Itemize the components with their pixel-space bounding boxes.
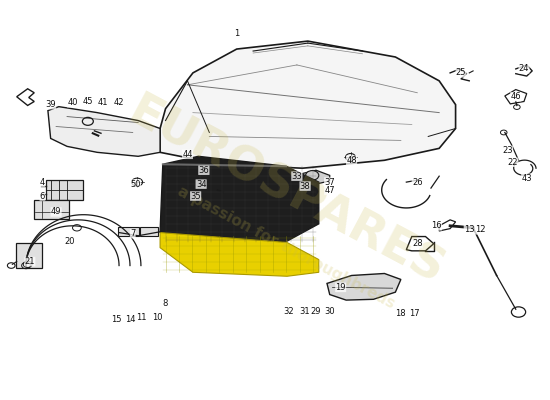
Text: 50: 50 (130, 180, 141, 189)
Text: 28: 28 (412, 239, 422, 248)
Polygon shape (300, 170, 329, 184)
FancyBboxPatch shape (15, 243, 42, 268)
Text: 32: 32 (283, 307, 294, 316)
Text: 12: 12 (475, 225, 486, 234)
FancyBboxPatch shape (140, 227, 158, 236)
Polygon shape (160, 41, 455, 168)
Text: 49: 49 (51, 208, 62, 216)
Text: 15: 15 (111, 315, 122, 324)
Text: 10: 10 (152, 313, 163, 322)
Text: 16: 16 (431, 221, 442, 230)
Text: 18: 18 (395, 309, 406, 318)
Text: 47: 47 (324, 186, 335, 194)
Text: 45: 45 (82, 97, 93, 106)
Text: 48: 48 (346, 156, 357, 165)
Text: 38: 38 (300, 182, 310, 190)
FancyBboxPatch shape (46, 180, 84, 200)
Text: 25: 25 (456, 68, 466, 77)
Text: 36: 36 (199, 166, 209, 175)
Text: a passion for thoroughbreds: a passion for thoroughbreds (175, 184, 397, 312)
Text: 24: 24 (519, 64, 529, 74)
Text: 35: 35 (190, 192, 201, 200)
Text: 17: 17 (409, 309, 420, 318)
Circle shape (208, 181, 221, 191)
Text: EUROSPARES: EUROSPARES (120, 90, 452, 294)
Polygon shape (160, 156, 319, 244)
Circle shape (306, 171, 319, 180)
Text: 13: 13 (464, 225, 475, 234)
Text: 11: 11 (136, 313, 146, 322)
Text: 6: 6 (40, 192, 45, 200)
Text: 20: 20 (64, 237, 75, 246)
Text: 44: 44 (182, 150, 192, 159)
Text: 8: 8 (163, 299, 168, 308)
Text: 41: 41 (97, 98, 108, 107)
Text: 4: 4 (40, 178, 45, 187)
Polygon shape (160, 232, 319, 276)
Text: 21: 21 (25, 257, 35, 266)
FancyBboxPatch shape (118, 227, 139, 236)
Text: 39: 39 (45, 100, 56, 109)
Text: 43: 43 (521, 174, 532, 183)
Text: 40: 40 (67, 98, 78, 107)
Text: 23: 23 (502, 146, 513, 155)
Polygon shape (204, 181, 228, 195)
Text: 46: 46 (510, 92, 521, 101)
Text: 26: 26 (412, 178, 422, 187)
Text: 31: 31 (300, 307, 310, 316)
Text: 29: 29 (311, 307, 321, 316)
Polygon shape (48, 107, 160, 156)
Text: 42: 42 (114, 98, 124, 107)
Polygon shape (327, 274, 401, 300)
Text: 37: 37 (324, 178, 335, 187)
Text: 14: 14 (125, 315, 135, 324)
FancyBboxPatch shape (34, 200, 69, 219)
Text: 34: 34 (196, 180, 206, 189)
Text: 7: 7 (130, 229, 135, 238)
Text: 1: 1 (234, 29, 239, 38)
Text: 19: 19 (336, 283, 346, 292)
Text: 22: 22 (508, 158, 518, 167)
Text: 30: 30 (324, 307, 335, 316)
Text: 33: 33 (292, 172, 302, 181)
